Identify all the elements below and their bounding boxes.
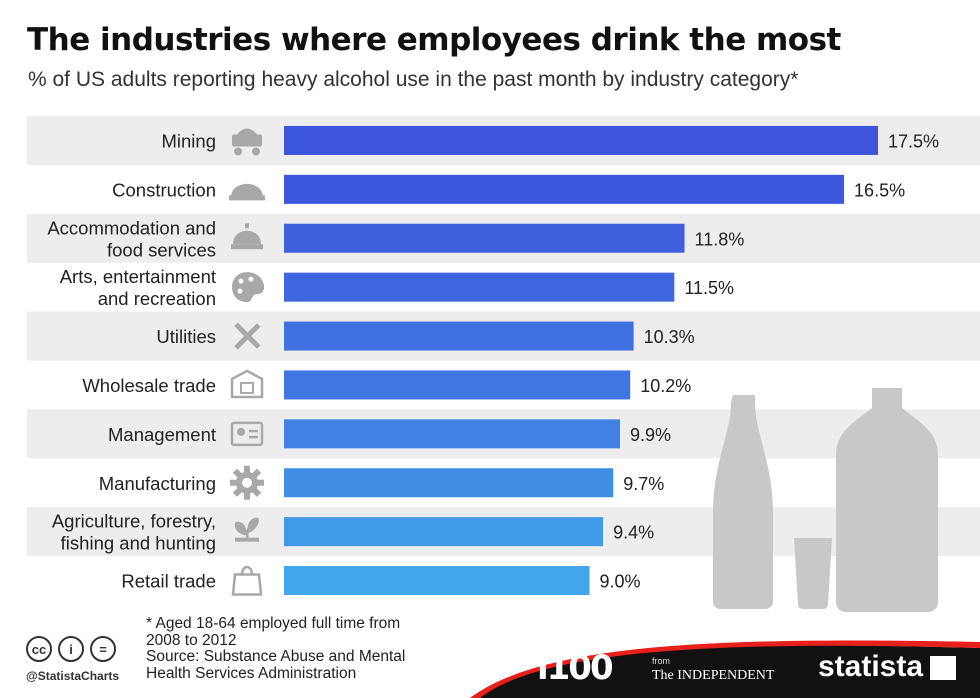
category-label: Retail trade [121, 571, 216, 592]
footnote-line: 2008 to 2012 [146, 631, 237, 649]
value-label: 11.5% [684, 278, 734, 298]
mining-cart-icon [232, 128, 262, 156]
category-label: Management [108, 424, 216, 445]
cc-icon: cc [26, 636, 52, 662]
value-label: 9.9% [630, 425, 671, 445]
category-label: Accommodation and [47, 217, 216, 238]
category-label: Wholesale trade [82, 375, 216, 396]
bar-chart: 17.5% Mining 16.5% Construction 11.8% Accommo… [27, 116, 980, 612]
beer-bottle-icon [713, 395, 773, 609]
tools-icon [234, 322, 261, 350]
chart-subtitle: % of US adults reporting heavy alcohol u… [28, 68, 799, 91]
category-label: Arts, entertainment [60, 266, 216, 287]
bar-3 [284, 272, 675, 302]
value-label: 10.3% [644, 327, 695, 347]
bar-9 [284, 566, 590, 596]
bar-5 [284, 370, 631, 400]
bottle-illustration [713, 388, 938, 612]
category-label: Manufacturing [99, 473, 216, 494]
shopping-bag-icon [231, 565, 263, 596]
category-label: and recreation [98, 288, 216, 309]
bar-2 [284, 223, 685, 253]
no-derivatives-icon: = [90, 636, 116, 662]
warehouse-icon [230, 369, 264, 399]
value-label: 11.8% [695, 229, 745, 249]
category-label: Mining [162, 130, 217, 151]
category-label: Agriculture, forestry, [52, 511, 216, 532]
id-card-icon [230, 421, 264, 447]
liquor-bottle-icon [836, 388, 938, 612]
value-label: 9.7% [623, 474, 664, 494]
cc-license-icons: cc i = [26, 636, 116, 662]
shot-glass-icon [794, 538, 832, 609]
bar-7 [284, 468, 614, 498]
service-bell-icon [231, 223, 263, 250]
bar-1 [284, 174, 845, 204]
hard-hat-icon [229, 183, 265, 201]
statista-logo: statista [818, 650, 924, 683]
category-label: Construction [112, 179, 216, 200]
category-label: fishing and hunting [61, 533, 216, 554]
plant-icon [234, 517, 259, 542]
bar-0 [284, 125, 878, 155]
value-label: 10.2% [640, 376, 691, 396]
i100-logo: i100 [537, 648, 614, 688]
value-label: 9.0% [599, 572, 640, 592]
palette-icon [232, 272, 265, 303]
footnote-line: * Aged 18-64 employed full time from [146, 615, 401, 632]
source-line: Source: Substance Abuse and Mental [146, 648, 406, 665]
footer-banner [470, 640, 980, 698]
bar-8 [284, 517, 604, 547]
footnote: * Aged 18-64 employed full time from 200… [146, 615, 446, 682]
bar-4 [284, 321, 634, 351]
brand-from-label: from [652, 656, 670, 666]
attribution-icon: i [58, 636, 84, 662]
statista-mark-icon [930, 656, 956, 680]
gear-icon [230, 465, 264, 500]
bar-6 [284, 419, 621, 449]
chart-title: The industries where employees drink the… [27, 22, 841, 58]
category-label: Utilities [156, 326, 216, 347]
value-label: 17.5% [888, 131, 939, 151]
statista-handle: @StatistaCharts [26, 669, 120, 683]
value-label: 16.5% [854, 180, 905, 200]
value-label: 9.4% [613, 523, 654, 543]
source-line: Health Services Administration [146, 664, 357, 682]
independent-logo: The INDEPENDENT [652, 668, 775, 683]
category-label: food services [107, 239, 216, 260]
